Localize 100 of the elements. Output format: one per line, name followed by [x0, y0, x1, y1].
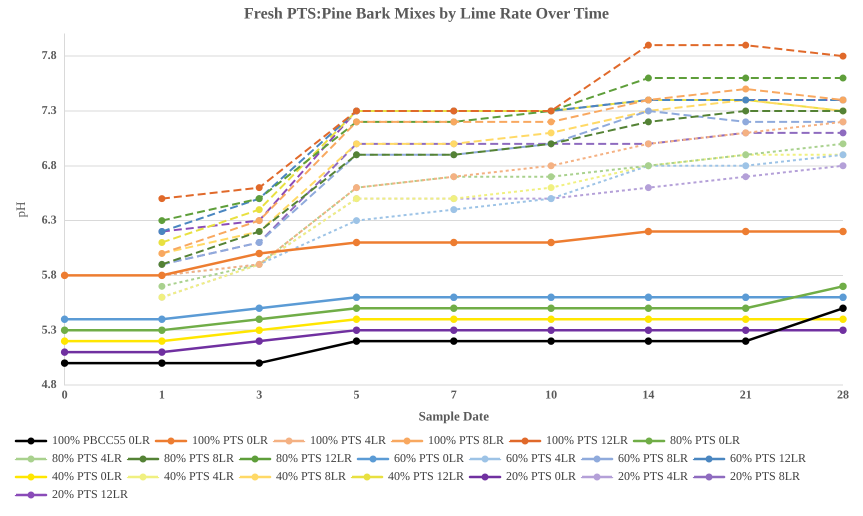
- point: [256, 206, 263, 214]
- point: [158, 238, 166, 246]
- point: [548, 184, 555, 192]
- x-tick-label: 3: [256, 387, 262, 402]
- y-tick-label: 6.8: [42, 158, 57, 172]
- legend-label: 20% PTS 12LR: [52, 487, 128, 502]
- point: [255, 359, 263, 367]
- point: [158, 337, 166, 345]
- point: [158, 326, 166, 334]
- point: [450, 304, 458, 312]
- point: [742, 162, 750, 170]
- x-tick-label: 14: [642, 387, 654, 402]
- point: [742, 294, 750, 302]
- y-tick-label: 4.8: [42, 377, 57, 392]
- chart-title: Fresh PTS:Pine Bark Mixes by Lime Rate Over Time: [244, 6, 610, 23]
- point: [352, 337, 360, 345]
- legend-label: 100% PTS 4LR: [310, 433, 386, 448]
- point: [742, 42, 750, 49]
- point: [60, 337, 68, 345]
- legend-label: 100% PBCC55 0LR: [52, 433, 150, 448]
- point: [644, 184, 652, 192]
- point: [547, 304, 555, 312]
- y-tick-label: 5.8: [42, 267, 57, 282]
- point: [256, 184, 263, 192]
- point: [60, 348, 68, 356]
- y-tick-label: 7.8: [42, 48, 57, 62]
- legend-label: 40% PTS 0LR: [52, 469, 122, 484]
- point: [742, 304, 750, 312]
- point: [839, 228, 847, 236]
- point: [547, 337, 555, 345]
- x-tick-label: 0: [62, 387, 68, 402]
- point: [742, 228, 750, 236]
- point: [158, 282, 166, 290]
- point: [450, 326, 458, 334]
- x-tick-label: 21: [740, 387, 752, 402]
- point: [547, 294, 555, 302]
- legend-label: 40% PTS 8LR: [276, 469, 346, 484]
- point: [547, 315, 555, 323]
- point: [742, 173, 750, 180]
- x-axis-title: Sample Date: [418, 408, 490, 424]
- legend-label: 40% PTS 12LR: [388, 469, 464, 484]
- point: [644, 118, 652, 126]
- legend-label: 60% PTS 4LR: [506, 451, 576, 466]
- point: [547, 326, 555, 334]
- point: [644, 326, 652, 334]
- point: [60, 326, 68, 334]
- legend-label: 80% PTS 12LR: [276, 451, 352, 466]
- point: [644, 315, 652, 323]
- point: [644, 228, 652, 236]
- point: [839, 282, 847, 290]
- x-tick-label: 28: [837, 387, 849, 402]
- point: [158, 195, 166, 202]
- point: [840, 140, 846, 148]
- y-tick-label: 7.3: [42, 103, 57, 118]
- legend-label: 20% PTS 8LR: [730, 469, 800, 484]
- x-tick-label: 1: [158, 387, 165, 402]
- point: [644, 304, 652, 312]
- point: [644, 294, 652, 302]
- legend-label: 60% PTS 8LR: [618, 451, 688, 466]
- legend-label: 80% PTS 8LR: [164, 451, 234, 466]
- point: [450, 206, 458, 214]
- point: [158, 348, 166, 356]
- point: [839, 294, 847, 302]
- point: [548, 118, 555, 126]
- point: [450, 238, 458, 246]
- point: [644, 337, 652, 345]
- point: [742, 74, 750, 82]
- point: [742, 86, 750, 93]
- point: [840, 129, 846, 136]
- y-tick-label: 5.3: [42, 322, 57, 336]
- point: [840, 74, 846, 82]
- point: [450, 337, 458, 345]
- point: [742, 315, 750, 323]
- legend-label: 80% PTS 0LR: [670, 433, 740, 448]
- point: [352, 238, 360, 246]
- point: [839, 326, 847, 334]
- x-tick-label: 10: [545, 387, 558, 402]
- point: [60, 315, 68, 323]
- point: [548, 129, 555, 136]
- legend-label: 80% PTS 4LR: [52, 451, 122, 466]
- point: [353, 217, 360, 224]
- point: [742, 337, 750, 345]
- point: [742, 118, 750, 126]
- x-tick-label: 5: [354, 387, 360, 402]
- point: [450, 315, 458, 323]
- legend-label: 20% PTS 4LR: [618, 469, 688, 484]
- point: [644, 74, 652, 82]
- point: [255, 315, 263, 323]
- legend-label: 20% PTS 0LR: [506, 469, 576, 484]
- point: [352, 315, 360, 323]
- point: [352, 326, 360, 334]
- point: [352, 294, 360, 302]
- point: [547, 238, 555, 246]
- point: [548, 162, 555, 170]
- legend-label: 100% PTS 0LR: [192, 433, 268, 448]
- point: [255, 250, 263, 258]
- legend-label: 40% PTS 4LR: [164, 469, 234, 484]
- point: [255, 326, 263, 334]
- point: [742, 326, 750, 334]
- point: [60, 272, 68, 280]
